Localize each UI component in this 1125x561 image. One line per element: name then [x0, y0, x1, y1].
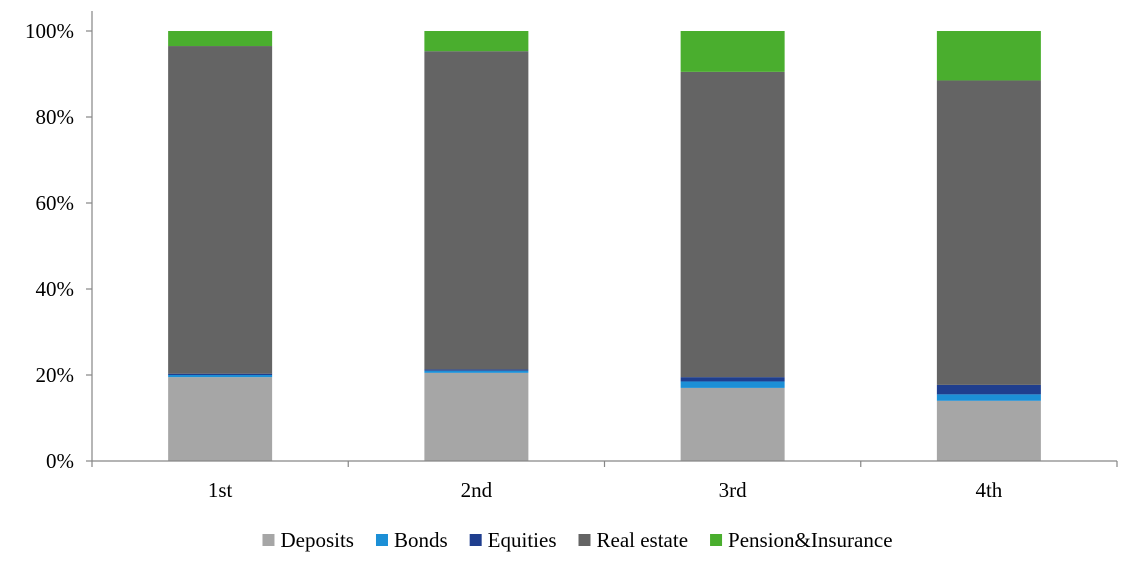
bar-segment-real-estate-4th: [936, 80, 1041, 385]
bar-segment-deposits-2nd: [424, 372, 529, 461]
bar-segment-pension-insurance-3rd: [680, 31, 785, 72]
legend: Deposits Bonds Equities Real estate Pension&…: [262, 528, 893, 552]
bar-segment-pension-insurance-1st: [168, 31, 273, 47]
y-tick-label: 20%: [36, 363, 75, 387]
y-tick-label: 40%: [36, 277, 75, 301]
bar-segment-bonds-3rd: [680, 381, 785, 388]
bar-segment-pension-insurance-2nd: [424, 31, 529, 52]
x-tick-label-4th: 4th: [975, 478, 1002, 502]
bar-segment-bonds-4th: [936, 394, 1041, 401]
y-tick-label: 100%: [25, 19, 74, 43]
legend-swatch-equities: [469, 534, 482, 546]
y-tick-label: 60%: [36, 191, 75, 215]
legend-swatch-bonds: [375, 534, 388, 546]
bar-segment-deposits-4th: [936, 400, 1041, 461]
bar-segment-bonds-2nd: [424, 370, 529, 373]
legend-label-equities: Equities: [488, 528, 557, 552]
bar-segment-equities-3rd: [680, 377, 785, 382]
bar-segment-pension-insurance-4th: [936, 31, 1041, 81]
legend-swatch-real-estate: [578, 534, 591, 546]
bar-segment-deposits-1st: [168, 377, 273, 461]
legend-label-pension-insurance: Pension&Insurance: [728, 528, 892, 552]
axes-layer: 0% 20% 40% 60% 80% 100% 1st 2nd 3rd 4th: [25, 11, 1118, 502]
bar-segment-deposits-3rd: [680, 387, 785, 461]
x-tick-label-1st: 1st: [208, 478, 233, 502]
bar-segment-real-estate-2nd: [424, 51, 529, 370]
bar-segment-equities-1st: [168, 373, 273, 375]
y-tick-label: 0%: [46, 449, 74, 473]
legend-label-real-estate: Real estate: [597, 528, 689, 552]
x-tick-label-3rd: 3rd: [719, 478, 747, 502]
bar-segment-real-estate-1st: [168, 46, 273, 374]
bar-segment-equities-2nd: [424, 369, 529, 371]
x-tick-label-2nd: 2nd: [461, 478, 493, 502]
bar-segment-real-estate-3rd: [680, 71, 785, 378]
legend-label-deposits: Deposits: [280, 528, 354, 552]
legend-label-bonds: Bonds: [394, 528, 448, 552]
bar-segment-equities-4th: [936, 384, 1041, 395]
legend-swatch-deposits: [262, 534, 275, 546]
bars-layer: [168, 31, 1041, 461]
legend-swatch-pension-insurance: [710, 534, 723, 546]
bar-segment-bonds-1st: [168, 375, 273, 378]
y-tick-label: 80%: [36, 105, 75, 129]
